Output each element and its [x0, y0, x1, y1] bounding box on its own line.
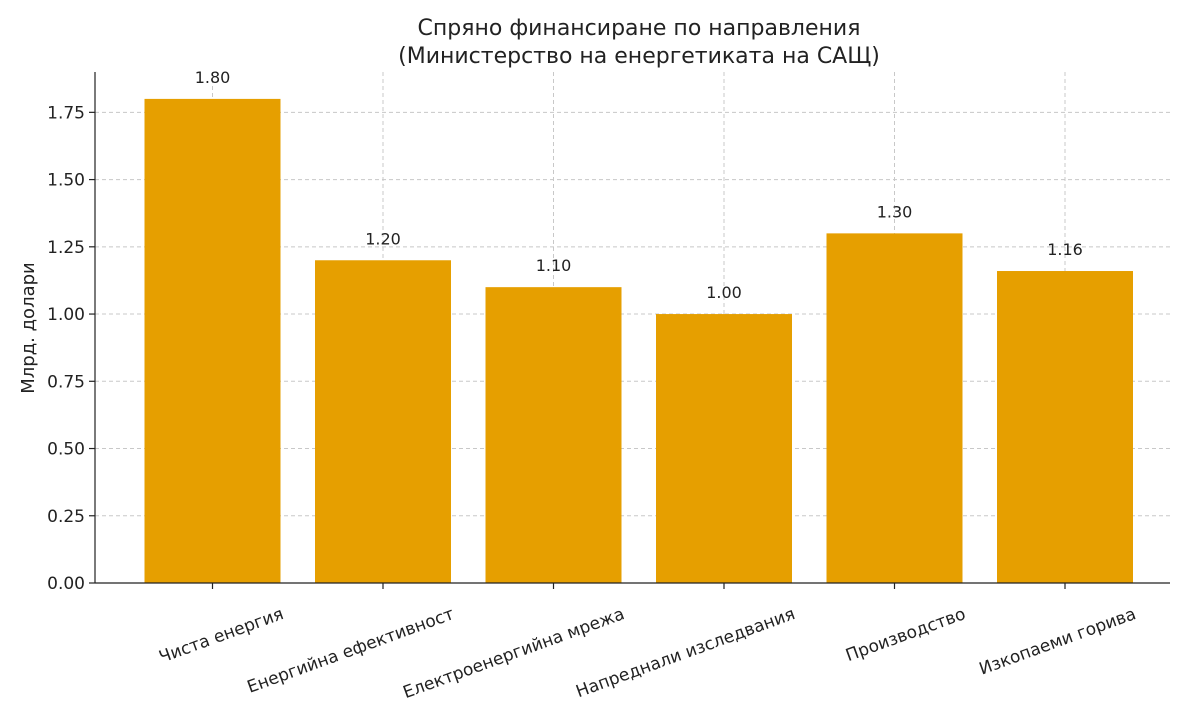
bar	[485, 287, 622, 583]
axis-layer	[89, 72, 1170, 589]
chart-title-line-2: (Министерство на енергетиката на САЩ)	[398, 44, 880, 69]
y-tick-label: 1.25	[47, 238, 85, 258]
y-tick-label: 0.75	[47, 372, 85, 392]
bar-value-label: 1.80	[195, 68, 231, 87]
x-tick-label: Производство	[843, 604, 968, 666]
chart-title-line-1: Спряно финансиране по направления	[418, 16, 861, 41]
y-tick-label: 1.75	[47, 103, 85, 123]
bar	[997, 271, 1133, 583]
y-tick-label: 1.50	[47, 171, 85, 191]
bar-value-label: 1.00	[706, 283, 742, 302]
y-axis-label: Млрд. долари	[18, 262, 39, 393]
y-tick-label: 0.00	[47, 574, 85, 594]
bar-value-label: 1.30	[877, 202, 913, 221]
y-tick-label: 0.25	[47, 507, 85, 527]
bar	[656, 314, 792, 583]
y-tick-label: 0.50	[47, 440, 85, 460]
bar	[144, 98, 281, 583]
bar-layer	[144, 98, 1133, 584]
bar	[315, 260, 451, 583]
bar-value-label: 1.10	[536, 256, 572, 275]
bar-value-label: 1.16	[1047, 240, 1083, 259]
x-tick-label: Чиста енергия	[157, 604, 287, 668]
bar	[826, 233, 963, 584]
y-tick-label: 1.00	[47, 305, 85, 325]
bar-value-label: 1.20	[365, 229, 401, 248]
x-tick-label: Изкопаеми горива	[977, 604, 1139, 679]
